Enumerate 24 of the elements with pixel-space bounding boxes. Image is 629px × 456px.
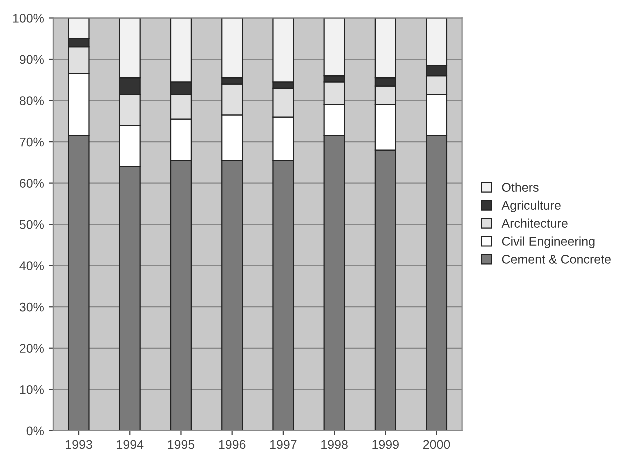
- x-tick-label: 1997: [270, 440, 297, 450]
- x-tick-label: 2000: [423, 440, 450, 450]
- legend-label: Architecture: [502, 218, 568, 228]
- y-tick-label: 60%: [20, 179, 44, 188]
- x-tick-label: 1998: [322, 440, 348, 450]
- legend-label: Others: [502, 182, 539, 192]
- y-tick-label: 50%: [20, 220, 44, 230]
- x-tick-label: 1995: [168, 440, 195, 450]
- y-tick-label: 90%: [20, 55, 44, 64]
- y-tick-label: 0%: [26, 426, 44, 436]
- y-tick-label: 70%: [20, 138, 44, 147]
- y-tick-label: 80%: [20, 96, 44, 106]
- legend-label: Agriculture: [502, 200, 561, 212]
- legend-label: Cement & Concrete: [502, 255, 611, 264]
- y-tick-label: 20%: [20, 344, 44, 354]
- x-tick-label: 1999: [372, 440, 399, 450]
- y-tick-label: 100%: [13, 14, 44, 23]
- y-tick-label: 10%: [20, 385, 44, 394]
- y-tick-label: 40%: [20, 262, 44, 270]
- y-tick-label: 30%: [20, 302, 44, 312]
- x-tick-label: 1996: [219, 440, 246, 450]
- legend-label: Civil Engineering: [502, 236, 595, 248]
- x-tick-label: 1993: [66, 440, 92, 450]
- x-tick-label: 1994: [117, 440, 144, 450]
